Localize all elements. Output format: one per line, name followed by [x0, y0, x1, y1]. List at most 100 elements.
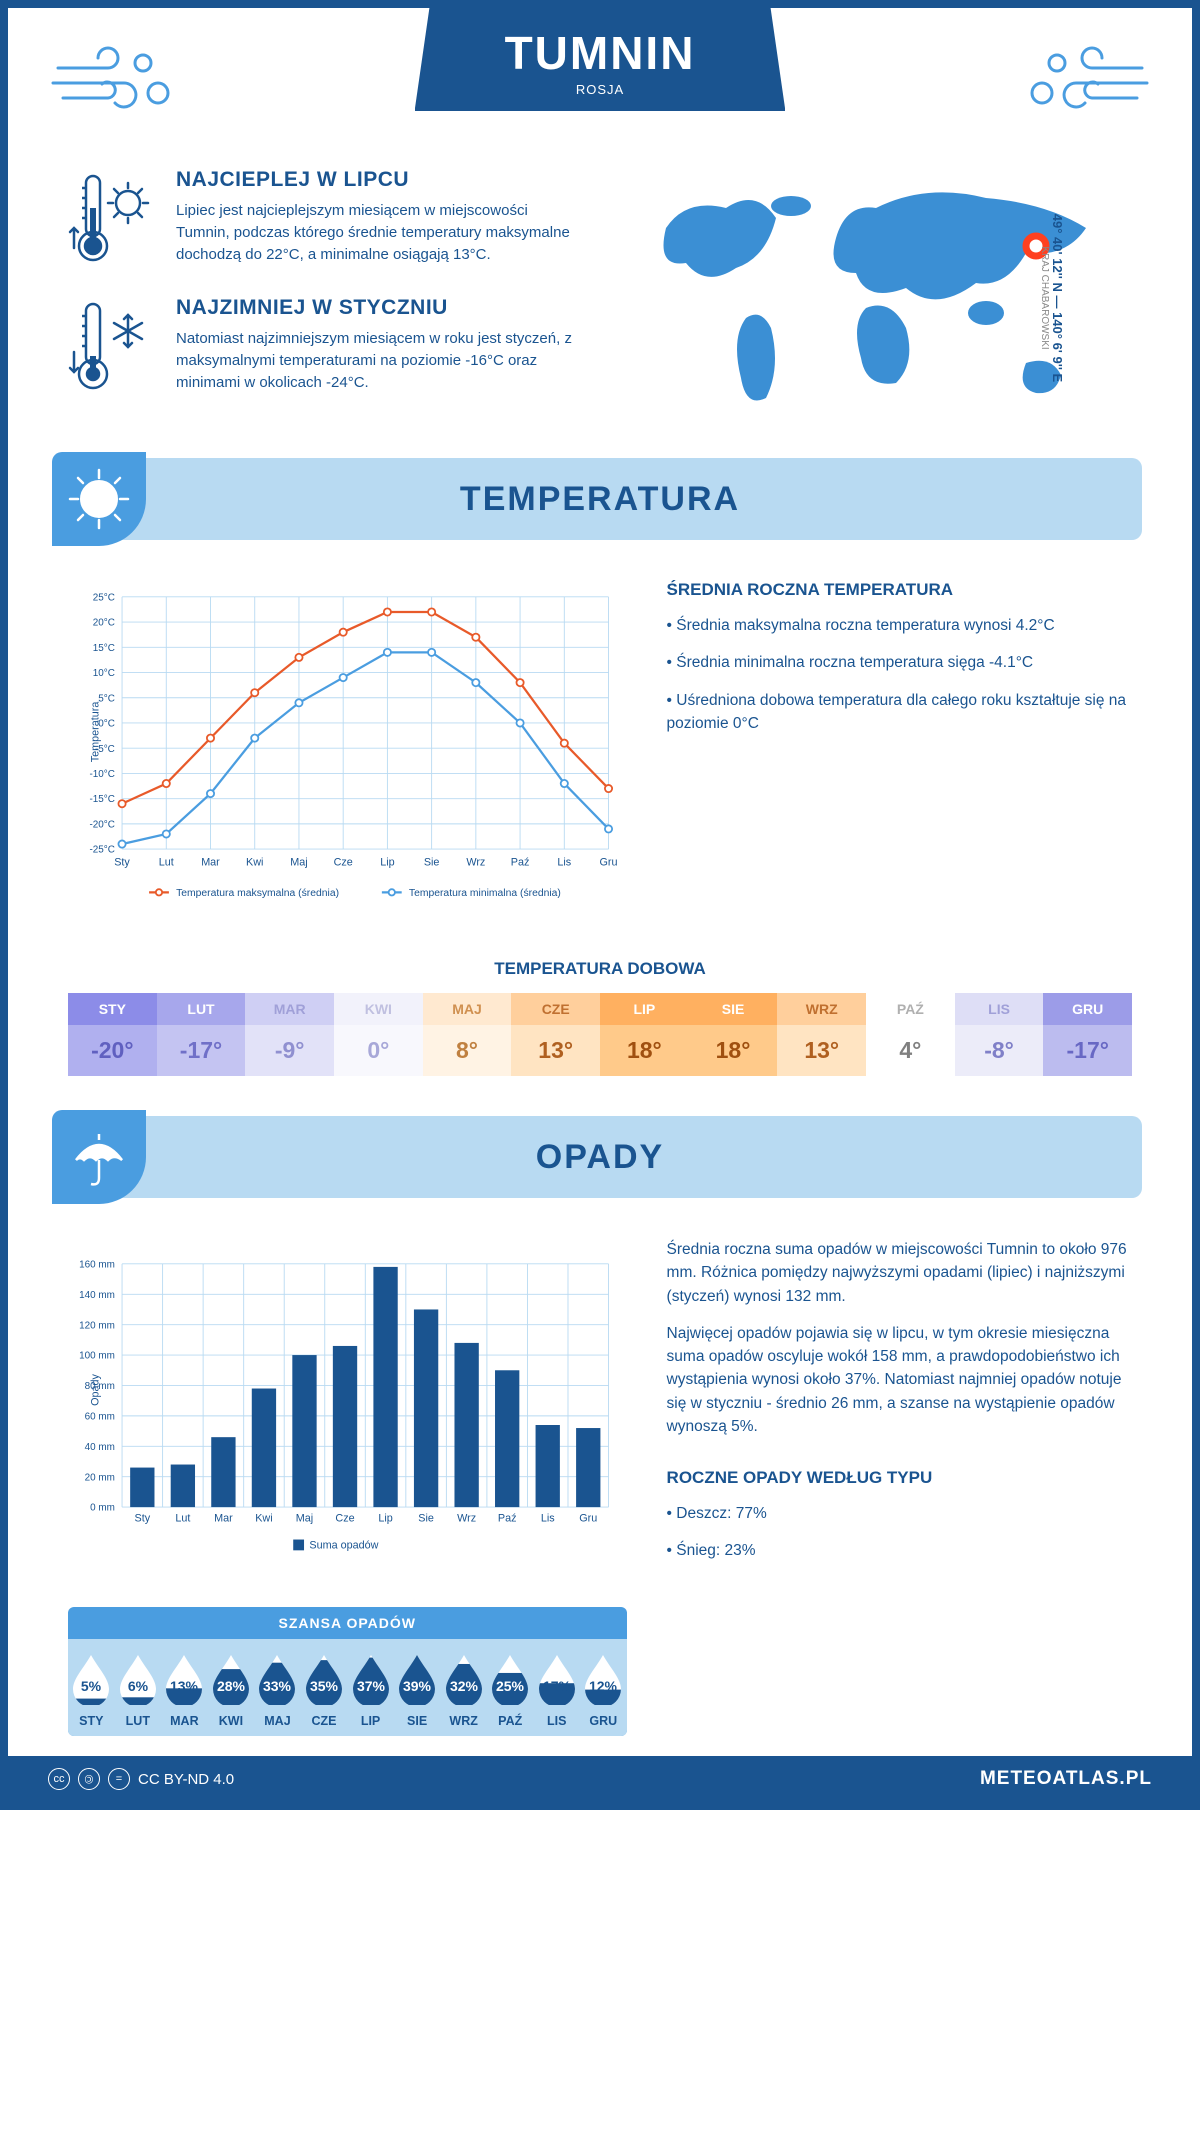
svg-text:-15°C: -15°C: [89, 794, 114, 805]
svg-text:Suma opadów: Suma opadów: [309, 1540, 378, 1552]
coords-latlon: 49° 40' 12'' N — 140° 6' 9'' E: [1050, 178, 1065, 418]
license-text: CC BY-ND 4.0: [138, 1771, 234, 1788]
cc-icon: cc: [48, 1768, 70, 1790]
wind-icon-left: [48, 38, 188, 128]
license-block: cc 🄯 = CC BY-ND 4.0: [48, 1768, 234, 1790]
svg-text:Cze: Cze: [334, 856, 353, 868]
svg-text:Cze: Cze: [335, 1513, 354, 1525]
svg-text:Sie: Sie: [424, 856, 440, 868]
svg-text:140 mm: 140 mm: [79, 1290, 115, 1301]
daily-temp-cell: PAŹ 4°: [866, 993, 955, 1076]
chance-cell: 12% GRU: [580, 1651, 627, 1728]
brand: METEOATLAS.PL: [980, 1768, 1152, 1790]
temp-annual-item: Uśredniona dobowa temperatura dla całego…: [667, 689, 1132, 736]
svg-text:Kwi: Kwi: [255, 1513, 272, 1525]
precip-p2: Najwięcej opadów pojawia się w lipcu, w …: [667, 1322, 1132, 1438]
svg-text:39%: 39%: [403, 1678, 432, 1694]
thermometer-snow-icon: [68, 296, 158, 396]
sun-icon: [52, 452, 146, 546]
svg-text:0 mm: 0 mm: [90, 1503, 115, 1514]
svg-text:28%: 28%: [217, 1678, 246, 1694]
svg-text:37%: 37%: [357, 1678, 386, 1694]
precip-type-item: Śnieg: 23%: [667, 1539, 1132, 1562]
coldest-block: NAJZIMNIEJ W STYCZNIU Natomiast najzimni…: [68, 296, 580, 396]
chance-cell: 13% MAR: [161, 1651, 208, 1728]
svg-text:-10°C: -10°C: [89, 769, 114, 780]
chance-cell: 28% KWI: [208, 1651, 255, 1728]
coldest-text: Natomiast najzimniejszym miesiącem w rok…: [176, 328, 580, 393]
svg-text:15°C: 15°C: [93, 643, 115, 654]
daily-temp-cell: SIE 18°: [689, 993, 778, 1076]
footer: cc 🄯 = CC BY-ND 4.0 METEOATLAS.PL: [8, 1756, 1192, 1802]
svg-text:17%: 17%: [543, 1678, 572, 1694]
temp-annual-item: Średnia maksymalna roczna temperatura wy…: [667, 614, 1132, 637]
nd-icon: =: [108, 1768, 130, 1790]
svg-text:Maj: Maj: [296, 1513, 313, 1525]
svg-text:Gru: Gru: [600, 856, 618, 868]
precip-title: OPADY: [58, 1138, 1142, 1177]
svg-text:Lis: Lis: [541, 1513, 555, 1525]
svg-text:Temperatura maksymalna (średni: Temperatura maksymalna (średnia): [176, 888, 339, 899]
svg-text:6%: 6%: [128, 1678, 149, 1694]
umbrella-icon: [52, 1110, 146, 1204]
svg-text:Opady: Opady: [90, 1373, 102, 1405]
svg-text:Sty: Sty: [135, 1513, 151, 1525]
daily-temp-cell: CZE 13°: [511, 993, 600, 1076]
temperature-row: -25°C-20°C-15°C-10°C-5°C0°C5°C10°C15°C20…: [8, 540, 1192, 945]
chance-cell: 39% SIE: [394, 1651, 441, 1728]
svg-text:Lut: Lut: [159, 856, 174, 868]
svg-text:Mar: Mar: [214, 1513, 233, 1525]
precip-row: 0 mm20 mm40 mm60 mm80 mm100 mm120 mm140 …: [8, 1198, 1192, 1756]
page-title: TUMNIN: [505, 26, 696, 80]
svg-text:Sty: Sty: [114, 856, 130, 868]
daily-temp-cell: KWI 0°: [334, 993, 423, 1076]
daily-temp-title: TEMPERATURA DOBOWA: [8, 959, 1192, 979]
chance-cell: 17% LIS: [533, 1651, 580, 1728]
svg-text:Lut: Lut: [175, 1513, 190, 1525]
chance-cell: 35% CZE: [301, 1651, 348, 1728]
info-row: NAJCIEPLEJ W LIPCU Lipiec jest najcieple…: [8, 148, 1192, 458]
daily-temp-cell: LIS -8°: [955, 993, 1044, 1076]
precip-type-title: ROCZNE OPADY WEDŁUG TYPU: [667, 1468, 1132, 1488]
coldest-title: NAJZIMNIEJ W STYCZNIU: [176, 296, 580, 320]
svg-text:25%: 25%: [496, 1678, 525, 1694]
svg-text:33%: 33%: [263, 1678, 292, 1694]
svg-text:Paź: Paź: [498, 1513, 517, 1525]
daily-temp-cell: STY -20°: [68, 993, 157, 1076]
svg-text:Gru: Gru: [579, 1513, 597, 1525]
precip-chart: 0 mm20 mm40 mm60 mm80 mm100 mm120 mm140 …: [68, 1238, 627, 1578]
wind-icon-right: [1012, 38, 1152, 128]
daily-temp-cell: MAR -9°: [245, 993, 334, 1076]
page-subtitle: ROSJA: [505, 82, 696, 97]
precip-text: Średnia roczna suma opadów w miejscowośc…: [667, 1238, 1132, 1736]
svg-text:Lip: Lip: [380, 856, 394, 868]
svg-text:12%: 12%: [589, 1678, 618, 1694]
daily-temp-cell: MAJ 8°: [423, 993, 512, 1076]
hottest-block: NAJCIEPLEJ W LIPCU Lipiec jest najcieple…: [68, 168, 580, 268]
temperature-chart: -25°C-20°C-15°C-10°C-5°C0°C5°C10°C15°C20…: [68, 580, 627, 925]
svg-text:25°C: 25°C: [93, 592, 115, 603]
temp-annual-list: Średnia maksymalna roczna temperatura wy…: [667, 614, 1132, 735]
svg-text:Temperatura minimalna (średnia: Temperatura minimalna (średnia): [409, 888, 561, 899]
svg-text:Maj: Maj: [290, 856, 307, 868]
precip-chance-body: 5% STY 6% LUT 13% MAR: [68, 1639, 627, 1736]
title-banner: TUMNIN ROSJA: [415, 8, 786, 111]
daily-temp-cell: WRZ 13°: [777, 993, 866, 1076]
daily-temp-cell: GRU -17°: [1043, 993, 1132, 1076]
svg-text:20 mm: 20 mm: [85, 1472, 115, 1483]
chance-cell: 37% LIP: [347, 1651, 394, 1728]
svg-text:32%: 32%: [450, 1678, 479, 1694]
world-map-block: 49° 40' 12'' N — 140° 6' 9'' E KRAJ CHAB…: [620, 168, 1132, 428]
svg-text:Lis: Lis: [557, 856, 571, 868]
svg-text:Wrz: Wrz: [466, 856, 485, 868]
temp-annual-title: ŚREDNIA ROCZNA TEMPERATURA: [667, 580, 1132, 600]
daily-temp-cell: LUT -17°: [157, 993, 246, 1076]
svg-text:Mar: Mar: [201, 856, 220, 868]
hottest-text: Lipiec jest najcieplejszym miesiącem w m…: [176, 200, 580, 265]
precip-type-item: Deszcz: 77%: [667, 1502, 1132, 1525]
svg-text:100 mm: 100 mm: [79, 1351, 115, 1362]
svg-text:5%: 5%: [81, 1678, 102, 1694]
temperature-section-header: TEMPERATURA: [58, 458, 1142, 540]
svg-text:40 mm: 40 mm: [85, 1442, 115, 1453]
coordinates: 49° 40' 12'' N — 140° 6' 9'' E KRAJ CHAB…: [1039, 178, 1065, 418]
